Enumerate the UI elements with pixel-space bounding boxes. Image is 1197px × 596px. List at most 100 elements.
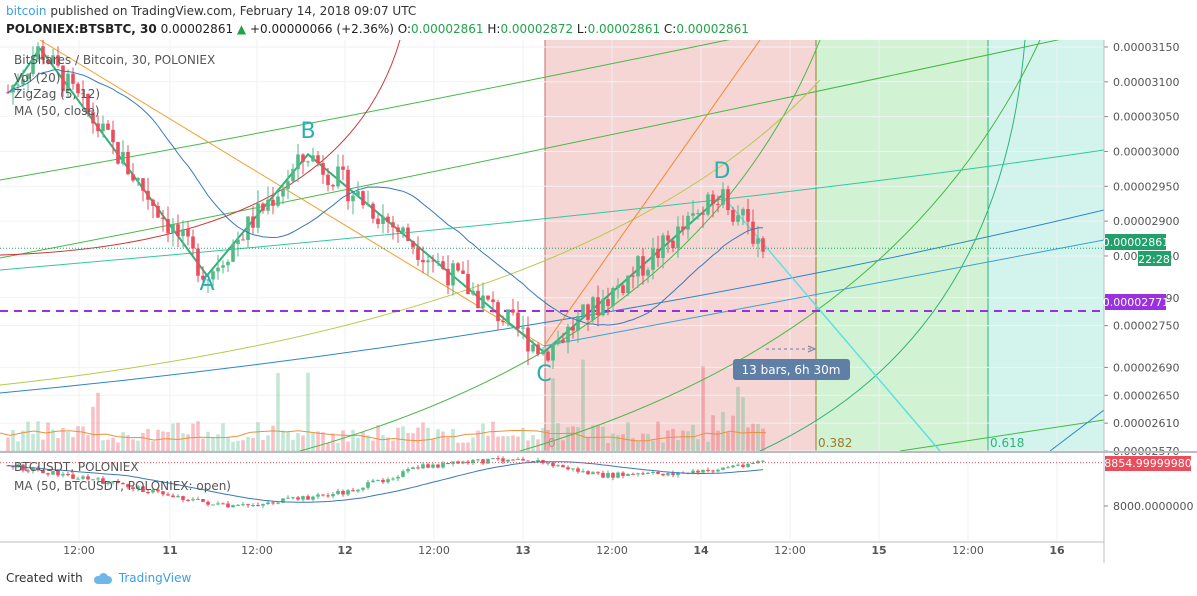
sub-candle-body [281, 498, 285, 503]
sub-candle-body [536, 460, 540, 462]
volume-bar [641, 433, 645, 451]
volume-bar [616, 435, 620, 451]
fan-line [39, 40, 545, 347]
sub-candle-body [616, 472, 620, 478]
bars-range-label[interactable]: 13 bars, 6h 30m [733, 345, 850, 380]
sub-candle-body [56, 471, 60, 476]
candle-body [476, 290, 480, 309]
volume-bar [711, 415, 715, 451]
candle-body [191, 236, 195, 249]
sub-candle-body [481, 459, 485, 464]
sub-candle-body [111, 481, 115, 483]
candle-body [376, 218, 380, 225]
price-badge-hline: 0.00002771 [1103, 294, 1169, 310]
fib-arc [0, 79, 821, 386]
sub-candle-body [311, 496, 315, 500]
volume-bar [6, 437, 10, 451]
volume-bar [106, 439, 110, 451]
sub-candle-body [41, 470, 45, 474]
volume-bar [71, 437, 75, 451]
volume-bar [556, 422, 560, 451]
candle-body [416, 247, 420, 260]
sub-candle-body [71, 474, 75, 479]
candle-body [396, 227, 400, 232]
sub-candle-body [761, 460, 765, 462]
x-tick-label: 12:00 [63, 544, 95, 557]
y-tick-label: 0.00003000 [1113, 145, 1179, 158]
volume-bar [596, 425, 600, 451]
sub-candle-body [381, 479, 385, 483]
candle-body [181, 229, 185, 237]
volume-bar [526, 440, 530, 451]
candle-body [551, 343, 555, 361]
volume-bar [491, 421, 495, 451]
candle-body [516, 312, 520, 329]
candle-body [331, 184, 335, 187]
volume-bar [176, 422, 180, 451]
x-tick-label: 16 [1049, 544, 1065, 557]
candle-body [201, 275, 205, 280]
sub-candle-body [261, 504, 265, 506]
sub-candle-body [211, 504, 215, 506]
volume-bar [211, 437, 215, 451]
candle-body [611, 287, 615, 306]
candle-body [596, 297, 600, 316]
sub-candle-body [21, 464, 25, 471]
candle-body [456, 263, 460, 271]
volume-bar [201, 438, 205, 451]
volume-bar [91, 406, 95, 451]
chart-canvas[interactable]: 0.00003150 0.00003100 0.00003050 0.00003000… [0, 40, 1197, 567]
sub-candle-body [61, 474, 65, 476]
sub-candle-body [646, 472, 650, 474]
volume-bar [741, 397, 745, 451]
sub-candle-body [606, 473, 610, 478]
volume-bar [646, 433, 650, 451]
candle-body [571, 326, 575, 331]
sub-candle-body [76, 478, 80, 480]
candle-body [711, 194, 715, 205]
sub-candle-body [471, 459, 475, 464]
candle-body [546, 351, 550, 361]
candle-body [51, 55, 55, 64]
candle-body [521, 327, 525, 329]
candle-body [406, 227, 410, 241]
sub-candle-body [116, 481, 120, 483]
ohlc-line: POLONIEX:BTSBTC, 30 0.00002861 ▲ +0.0000… [6, 22, 749, 36]
volume-bar [701, 366, 705, 451]
sub-candle-body [96, 478, 100, 480]
sub-candle-body [716, 469, 720, 472]
sub-candle-body [256, 505, 260, 507]
candle-body [361, 191, 365, 206]
candle-body [696, 213, 700, 215]
sub-candle-body [106, 482, 110, 484]
volume-bar [341, 430, 345, 451]
sub-candle-body [456, 461, 460, 464]
volume-bar [316, 431, 320, 451]
volume-bar [226, 437, 230, 451]
low-value: 0.00002861 [587, 22, 661, 36]
author-link[interactable]: bitcoin [6, 4, 47, 18]
candle-body [301, 154, 305, 162]
candle-body [656, 248, 660, 258]
sub-candle-body [551, 462, 555, 467]
tradingview-link[interactable]: TradingView [118, 571, 192, 585]
candle-body [436, 261, 440, 263]
candle-body [306, 161, 310, 163]
sub-candle-body [176, 496, 180, 498]
volume-bar [216, 434, 220, 451]
candle-body [371, 203, 375, 219]
volume-bar [541, 427, 545, 451]
sub-candle-body [331, 494, 335, 497]
volume-bar [521, 427, 525, 451]
volume-bar [271, 425, 275, 451]
x-tick-label: 14 [693, 544, 709, 557]
symbol-label[interactable]: POLONIEX:BTSBTC, 30 [6, 22, 157, 36]
volume-bar [351, 429, 355, 451]
candle-body [81, 93, 85, 95]
volume-bar [671, 428, 675, 451]
x-tick-label: 12:00 [418, 544, 450, 557]
sub-candle-body [446, 463, 450, 465]
candle-body [266, 199, 270, 211]
volume-bar [151, 441, 155, 451]
candle-body [491, 299, 495, 303]
